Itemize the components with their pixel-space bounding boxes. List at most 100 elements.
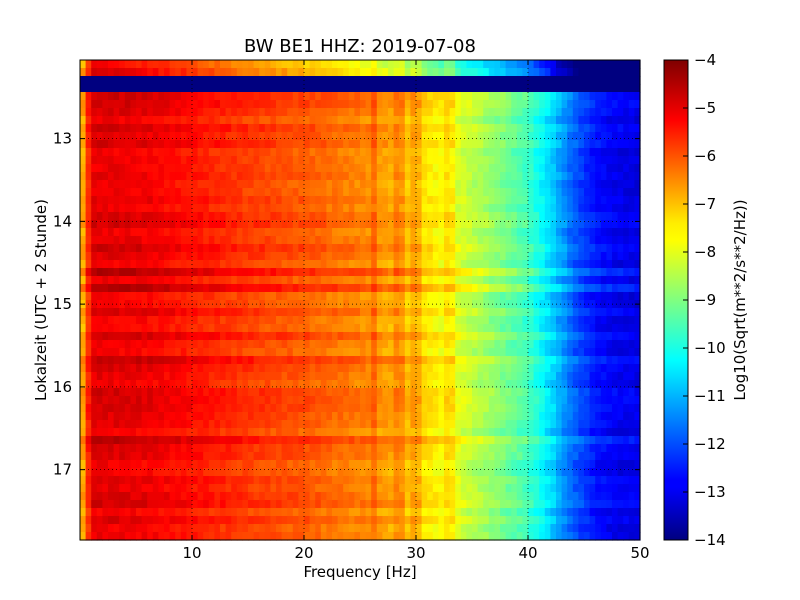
heatmap-cell xyxy=(147,268,154,277)
heatmap-cell xyxy=(550,372,557,381)
heatmap-cell xyxy=(102,412,109,421)
heatmap-cell xyxy=(264,396,271,405)
heatmap-cell xyxy=(108,116,115,125)
heatmap-cell xyxy=(169,420,176,429)
heatmap-cell xyxy=(522,300,529,309)
heatmap-cell xyxy=(606,92,613,101)
heatmap-cell xyxy=(264,212,271,221)
heatmap-cell xyxy=(259,300,266,309)
heatmap-cell xyxy=(119,68,126,77)
heatmap-cell xyxy=(192,452,199,461)
heatmap-cell xyxy=(416,180,423,189)
heatmap-cell xyxy=(309,116,316,125)
heatmap-cell xyxy=(376,284,383,293)
heatmap-cell xyxy=(399,204,406,213)
heatmap-cell xyxy=(404,148,411,157)
heatmap-cell xyxy=(556,244,563,253)
heatmap-cell xyxy=(158,412,165,421)
heatmap-cell xyxy=(354,292,361,301)
heatmap-cell xyxy=(455,196,462,205)
heatmap-cell xyxy=(388,372,395,381)
heatmap-cell xyxy=(102,156,109,165)
heatmap-cell xyxy=(460,220,467,229)
heatmap-cell xyxy=(264,84,271,93)
heatmap-cell xyxy=(628,196,635,205)
heatmap-cell xyxy=(449,356,456,365)
heatmap-cell xyxy=(292,252,299,261)
heatmap-cell xyxy=(164,148,171,157)
heatmap-cell xyxy=(612,276,619,285)
heatmap-cell xyxy=(427,364,434,373)
heatmap-cell xyxy=(472,92,479,101)
heatmap-cell xyxy=(460,340,467,349)
heatmap-cell xyxy=(589,412,596,421)
heatmap-cell xyxy=(600,164,607,173)
heatmap-cell xyxy=(572,84,579,93)
heatmap-cell xyxy=(169,124,176,133)
heatmap-cell xyxy=(315,348,322,357)
heatmap-cell xyxy=(617,380,624,389)
heatmap-cell xyxy=(522,164,529,173)
heatmap-cell xyxy=(164,68,171,77)
heatmap-cell xyxy=(539,116,546,125)
heatmap-cell xyxy=(466,164,473,173)
heatmap-cell xyxy=(399,188,406,197)
heatmap-cell xyxy=(360,68,367,77)
heatmap-cell xyxy=(236,180,243,189)
heatmap-cell xyxy=(488,396,495,405)
heatmap-cell xyxy=(382,380,389,389)
heatmap-cell xyxy=(617,372,624,381)
heatmap-cell xyxy=(348,108,355,117)
heatmap-cell xyxy=(472,356,479,365)
heatmap-cell xyxy=(612,236,619,245)
heatmap-cell xyxy=(354,372,361,381)
heatmap-cell xyxy=(169,364,176,373)
heatmap-cell xyxy=(376,196,383,205)
heatmap-cell xyxy=(544,396,551,405)
heatmap-cell xyxy=(141,60,148,69)
heatmap-cell xyxy=(550,420,557,429)
heatmap-cell xyxy=(388,228,395,237)
heatmap-cell xyxy=(516,316,523,325)
heatmap-cell xyxy=(416,244,423,253)
heatmap-cell xyxy=(623,156,630,165)
heatmap-cell xyxy=(556,84,563,93)
heatmap-cell xyxy=(169,108,176,117)
heatmap-cell xyxy=(595,140,602,149)
heatmap-cell xyxy=(388,180,395,189)
heatmap-cell xyxy=(600,172,607,181)
heatmap-cell xyxy=(281,76,288,85)
heatmap-cell xyxy=(180,180,187,189)
heatmap-cell xyxy=(438,68,445,77)
heatmap-cell xyxy=(584,100,591,109)
heatmap-cell xyxy=(455,108,462,117)
heatmap-cell xyxy=(561,340,568,349)
heatmap-cell xyxy=(175,436,182,445)
heatmap-cell xyxy=(500,428,507,437)
heatmap-cell xyxy=(214,236,221,245)
heatmap-cell xyxy=(455,452,462,461)
heatmap-cell xyxy=(236,140,243,149)
heatmap-cell xyxy=(483,132,490,141)
heatmap-cell xyxy=(472,308,479,317)
heatmap-cell xyxy=(287,284,294,293)
heatmap-cell xyxy=(572,220,579,229)
heatmap-cell xyxy=(343,100,350,109)
heatmap-cell xyxy=(164,204,171,213)
heatmap-cell xyxy=(522,380,529,389)
heatmap-cell xyxy=(421,388,428,397)
heatmap-cell xyxy=(332,268,339,277)
heatmap-cell xyxy=(231,84,238,93)
heatmap-cell xyxy=(253,188,260,197)
heatmap-cell xyxy=(354,404,361,413)
heatmap-cell xyxy=(483,420,490,429)
heatmap-cell xyxy=(404,324,411,333)
heatmap-cell xyxy=(421,84,428,93)
heatmap-cell xyxy=(164,316,171,325)
heatmap-cell xyxy=(130,412,137,421)
heatmap-cell xyxy=(410,276,417,285)
heatmap-cell xyxy=(388,188,395,197)
heatmap-cell xyxy=(152,212,159,221)
heatmap-cell xyxy=(427,124,434,133)
heatmap-cell xyxy=(477,356,484,365)
